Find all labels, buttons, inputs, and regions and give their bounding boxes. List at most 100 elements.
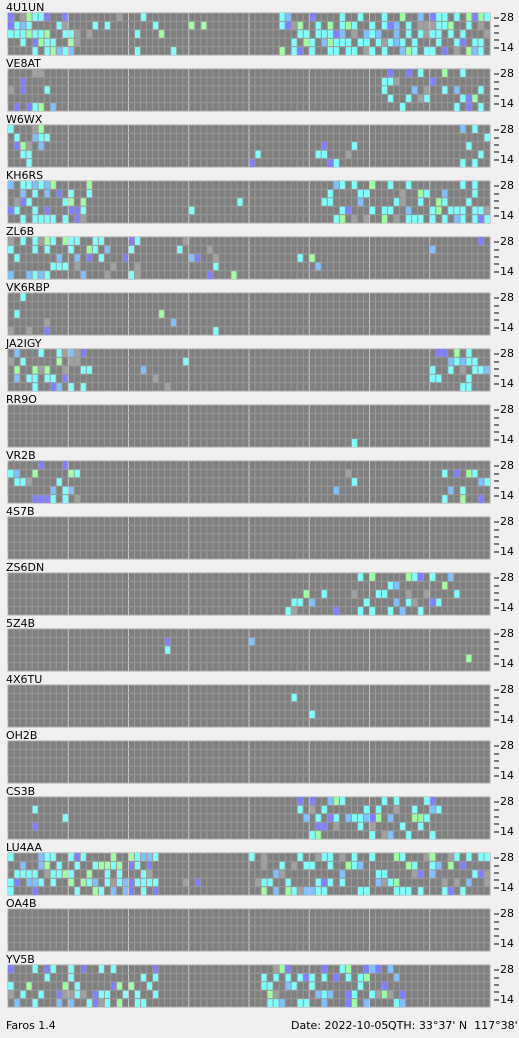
signal-cell (8, 206, 15, 215)
signal-cell (134, 990, 141, 999)
signal-cell (411, 813, 418, 823)
signal-cell (140, 13, 147, 22)
signal-cell (38, 270, 45, 279)
signal-cell (255, 878, 262, 887)
signal-cell (369, 29, 376, 39)
signal-cell (56, 21, 63, 30)
signal-cell (321, 822, 328, 831)
signal-cell (98, 990, 105, 999)
signal-cell (357, 861, 364, 870)
station-name: 4U1UN (6, 1, 44, 14)
signal-cell (321, 886, 328, 895)
signal-cell (399, 886, 406, 895)
signal-cell (38, 181, 45, 190)
signal-cell (417, 21, 424, 30)
signal-cell (20, 150, 27, 159)
signal-cell (369, 853, 376, 862)
signal-cell (441, 13, 448, 22)
signal-cell (86, 365, 93, 375)
signal-cell (477, 494, 484, 503)
signal-cell (441, 494, 448, 503)
signal-cell (86, 189, 93, 198)
signal-cell (321, 990, 328, 999)
signal-cell (315, 21, 322, 30)
signal-cell (321, 197, 328, 207)
signal-cell (459, 181, 466, 190)
signal-cell (423, 94, 430, 103)
signal-cell (297, 21, 304, 30)
signal-cell (363, 805, 370, 814)
signal-cell (98, 886, 105, 895)
signal-cell (44, 13, 51, 22)
signal-cell (387, 94, 394, 103)
signal-cell (26, 477, 33, 487)
signal-cell (32, 181, 39, 190)
signal-cell (98, 861, 105, 870)
signal-cell (80, 382, 87, 391)
signal-cell (92, 990, 99, 999)
signal-cell (327, 189, 334, 198)
signal-cell (56, 262, 63, 271)
signal-cell (297, 973, 304, 982)
signal-cell (44, 189, 51, 198)
band-bottom-label: 14 (500, 41, 514, 54)
signal-cell (303, 861, 310, 870)
signal-cell (303, 589, 310, 599)
band-bottom-label: 14 (500, 209, 514, 222)
signal-cell (417, 869, 424, 879)
signal-cell (459, 69, 466, 78)
signal-cell (44, 973, 51, 982)
signal-cell (417, 69, 424, 78)
signal-cell (393, 797, 400, 806)
signal-cell (297, 805, 304, 814)
signal-cell (26, 981, 33, 991)
signal-cell (62, 486, 69, 495)
signal-cell (14, 21, 21, 30)
signal-cell (68, 29, 75, 39)
signal-cell (483, 29, 490, 39)
signal-cell (453, 214, 460, 223)
signal-cell (465, 374, 472, 383)
signal-cell (429, 598, 436, 607)
signal-cell (38, 461, 45, 470)
signal-cell (20, 214, 27, 223)
signal-cell (26, 21, 33, 30)
signal-cell (80, 214, 87, 223)
signal-cell (267, 878, 274, 887)
signal-cell (393, 21, 400, 30)
signal-cell (44, 965, 51, 974)
signal-cell (14, 469, 21, 478)
signal-cell (405, 214, 412, 223)
signal-cell (20, 29, 27, 39)
signal-cell (375, 589, 382, 599)
signal-cell (8, 237, 15, 246)
signal-cell (483, 477, 490, 487)
signal-cell (315, 853, 322, 862)
signal-cell (357, 981, 364, 991)
signal-cell (405, 206, 412, 215)
signal-cell (50, 853, 57, 862)
signal-cell (369, 830, 376, 839)
signal-cell (453, 589, 460, 599)
signal-cell (393, 77, 400, 86)
band-top-label: 28 (500, 515, 514, 528)
signal-cell (465, 654, 472, 663)
signal-cell (146, 878, 153, 887)
signal-cell (369, 813, 376, 823)
station-name: LU4AA (6, 841, 42, 854)
signal-cell (122, 878, 129, 887)
signal-cell (423, 21, 430, 30)
station-name: 4X6TU (6, 673, 42, 686)
signal-cell (435, 38, 442, 47)
signal-cell (86, 998, 93, 1007)
signal-cell (321, 965, 328, 974)
band-top-label: 28 (500, 403, 514, 416)
signal-cell (8, 270, 15, 279)
signal-cell (345, 206, 352, 215)
band-top-label: 28 (500, 851, 514, 864)
signal-cell (381, 869, 388, 879)
signal-cell (146, 981, 153, 991)
signal-cell (423, 46, 430, 55)
signal-cell (369, 46, 376, 55)
signal-cell (92, 998, 99, 1007)
